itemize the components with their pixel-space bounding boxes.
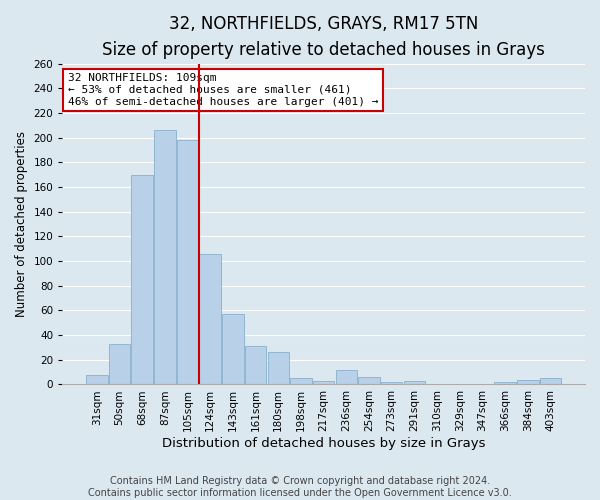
Bar [268,352,289,384]
Bar [245,346,266,385]
Bar [154,130,176,384]
Text: 32 NORTHFIELDS: 109sqm
← 53% of detached houses are smaller (461)
46% of semi-de: 32 NORTHFIELDS: 109sqm ← 53% of detached… [68,74,378,106]
X-axis label: Distribution of detached houses by size in Grays: Distribution of detached houses by size … [162,437,485,450]
Bar [199,254,221,384]
Text: Contains HM Land Registry data © Crown copyright and database right 2024.
Contai: Contains HM Land Registry data © Crown c… [88,476,512,498]
Bar [358,377,380,384]
Bar [494,382,516,384]
Bar [86,374,107,384]
Bar [109,344,130,385]
Title: 32, NORTHFIELDS, GRAYS, RM17 5TN
Size of property relative to detached houses in: 32, NORTHFIELDS, GRAYS, RM17 5TN Size of… [102,15,545,60]
Bar [131,175,153,384]
Bar [517,380,539,384]
Y-axis label: Number of detached properties: Number of detached properties [15,131,28,317]
Bar [404,381,425,384]
Bar [290,378,312,384]
Bar [177,140,199,384]
Bar [539,378,561,384]
Bar [313,381,334,384]
Bar [222,314,244,384]
Bar [381,382,403,384]
Bar [335,370,357,384]
